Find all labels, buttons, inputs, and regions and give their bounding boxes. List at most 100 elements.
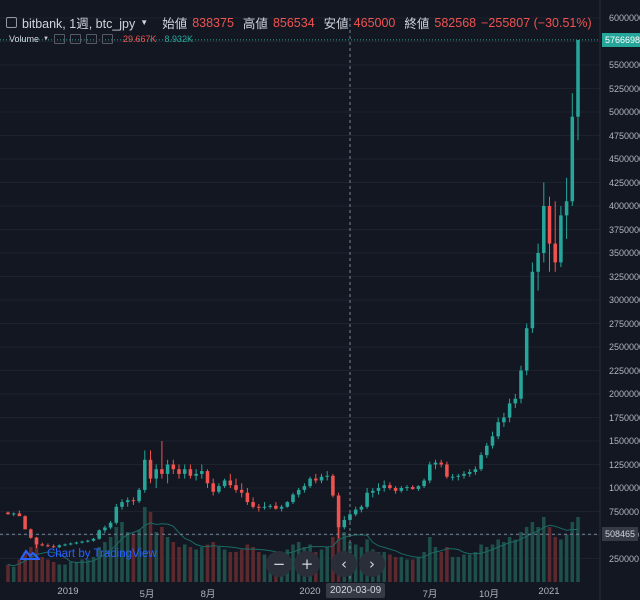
tradingview-watermark[interactable]: Chart by TradingView	[20, 548, 157, 560]
volume-bar	[217, 547, 221, 582]
candle-body	[524, 328, 529, 371]
candle-body	[108, 522, 113, 528]
candle-body	[445, 464, 449, 477]
volume-bar	[148, 512, 153, 582]
tradingview-logo-icon	[20, 549, 40, 560]
scroll-right-button[interactable]: ›	[359, 551, 385, 577]
volume-bar	[576, 517, 580, 582]
volume-bar	[467, 554, 472, 582]
candle-body	[114, 506, 119, 523]
volume-bar	[17, 559, 22, 582]
close-icon[interactable]	[85, 34, 97, 44]
candle-body	[205, 471, 210, 484]
scroll-left-button[interactable]: ‹	[331, 551, 357, 577]
volume-bar	[547, 527, 552, 582]
volume-bar	[200, 547, 204, 582]
zoom-in-button[interactable]: +	[294, 551, 320, 577]
candle-body	[188, 469, 193, 476]
candle-body	[456, 475, 461, 477]
volume-legend: Volume ▼ 29.667K 8.932K	[9, 34, 193, 44]
volume-bar	[239, 549, 244, 582]
volume-bar	[388, 554, 392, 582]
volume-bar	[473, 552, 478, 582]
volume-bar	[165, 537, 170, 582]
chart-header: bitbank, 1週, btc_jpy ▼ 始値 838375 高値 8565…	[6, 13, 592, 32]
x-tick-label: 2020	[299, 586, 321, 597]
volume-bar	[513, 539, 518, 582]
volume-bar	[433, 547, 438, 582]
candle-body	[359, 506, 364, 510]
candle-body	[393, 488, 398, 491]
volume-bar	[553, 537, 557, 582]
candle-body	[177, 469, 181, 474]
candle-body	[439, 462, 443, 465]
volume-bar	[86, 559, 90, 582]
candle-body	[462, 473, 466, 476]
candle-body	[239, 489, 244, 493]
candle-body	[74, 542, 79, 544]
volume-bar	[68, 562, 73, 582]
candle-body	[268, 505, 272, 507]
candle-body	[154, 469, 158, 479]
zoom-out-button[interactable]: −	[266, 551, 292, 577]
candle-body	[507, 403, 512, 418]
candle-body	[251, 502, 255, 507]
crosshair-price-tag: 508465	[602, 527, 639, 542]
volume-label[interactable]: Volume	[9, 34, 40, 44]
volume-bar	[564, 534, 569, 582]
volume-bar	[103, 542, 107, 582]
volume-bar	[137, 529, 141, 582]
candle-body	[450, 476, 455, 478]
low-label: 安値	[323, 17, 349, 31]
candle-body	[382, 485, 386, 488]
candle-body	[314, 478, 318, 481]
more-icon[interactable]	[101, 34, 113, 44]
candle-body	[125, 500, 130, 503]
chevron-down-icon[interactable]: ▼	[43, 36, 49, 42]
volume-bar	[177, 547, 181, 582]
candle-body	[165, 464, 170, 474]
x-tick-label: 5月	[139, 589, 155, 600]
volume-bar	[462, 554, 466, 582]
candle-body	[353, 509, 358, 515]
candle-body	[68, 543, 73, 545]
chevron-down-icon[interactable]: ▼	[140, 18, 149, 27]
candle-body	[325, 475, 329, 477]
collapse-toggle-icon[interactable]	[6, 17, 17, 28]
volume-bar	[23, 552, 27, 582]
y-tick-label: 3250000	[609, 271, 640, 282]
volume-value-1: 29.667K	[122, 34, 157, 44]
x-tick-label: 10月	[478, 589, 500, 600]
y-tick-label: 4000000	[609, 201, 640, 211]
settings-icon[interactable]	[69, 34, 81, 44]
candle-body	[410, 487, 415, 489]
candle-body	[245, 492, 250, 503]
y-tick-label: 2500000	[609, 342, 640, 352]
candle-body	[40, 544, 44, 546]
y-tick-label: 2750000	[609, 318, 640, 329]
y-tick-label: 1000000	[609, 483, 640, 493]
symbol-title[interactable]: bitbank, 1週, btc_jpy	[22, 17, 136, 31]
volume-bar	[125, 532, 130, 582]
candle-body	[416, 486, 421, 489]
candle-body	[519, 370, 523, 399]
candle-body	[148, 459, 153, 479]
volume-bar	[51, 562, 56, 582]
candle-body	[365, 492, 369, 507]
candle-body	[80, 541, 84, 543]
volume-bar	[6, 564, 10, 582]
candle-body	[57, 545, 62, 548]
volume-bar	[211, 542, 215, 582]
candle-body	[17, 513, 22, 517]
eye-icon[interactable]	[53, 34, 65, 44]
volume-bar	[228, 552, 233, 582]
change-value: −255807 (−30.51%)	[481, 15, 592, 30]
candle-body	[536, 253, 540, 272]
volume-bar	[171, 542, 176, 582]
candle-body	[308, 478, 312, 487]
volume-bar	[29, 547, 33, 582]
x-tick-label: 2019	[57, 586, 79, 597]
watermark-text: Chart by TradingView	[47, 548, 157, 560]
open-label: 始値	[162, 17, 188, 31]
